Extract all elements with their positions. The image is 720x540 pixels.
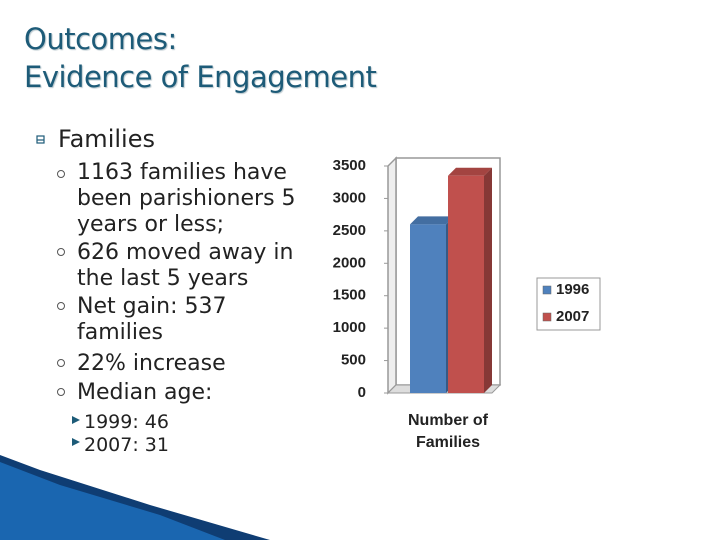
bullet-icon [57,302,65,310]
bullet-item: 22% increase [77,351,226,376]
bar [448,175,484,393]
bullet-item: 626 moved away in the last 5 years [77,240,294,291]
bar [410,224,446,393]
bullet-icon [57,170,65,178]
y-tick-label: 3000 [333,189,366,206]
bullet-item: Median age: [77,380,213,405]
bullet-icon [36,135,45,144]
sub-bullet-item: 2007: 31 [84,434,169,456]
legend-label: 2007 [556,308,589,325]
slide-title: Evidence of Engagement [24,60,377,94]
bullet-item: 1163 families have been parishioners 5 y… [77,160,296,237]
x-category-label: Number of Families [408,412,488,451]
y-tick-label: 3500 [333,157,366,174]
y-tick-label: 500 [341,352,366,369]
bullet-icon [57,359,65,367]
chart-wall [387,156,397,395]
bullet-icon [57,248,65,256]
bullet-item: Net gain: 537 families [77,294,227,345]
y-tick-label: 0 [358,384,366,401]
legend-label: 1996 [556,281,589,298]
bullet-icon [57,388,65,396]
legend-swatch [542,285,552,295]
legend-swatch [542,312,552,322]
bullet-icon [72,416,80,424]
chart: 0 500 1000 1500 2000 2500 3000 3500 1996 2007 [333,156,601,401]
y-tick-label: 2000 [333,254,366,271]
bar-side [484,167,492,393]
sub-bullet-item: 1999: 46 [84,411,169,433]
bullet-heading: Families [58,125,155,153]
bar-top [410,216,454,225]
slide-title: Outcomes: [24,22,177,56]
y-tick-label: 1500 [333,287,366,304]
y-tick-label: 1000 [333,319,366,336]
bullet-icon [72,438,80,446]
bar-top [448,167,492,176]
swoosh [0,462,225,540]
y-tick-label: 2500 [333,222,366,239]
